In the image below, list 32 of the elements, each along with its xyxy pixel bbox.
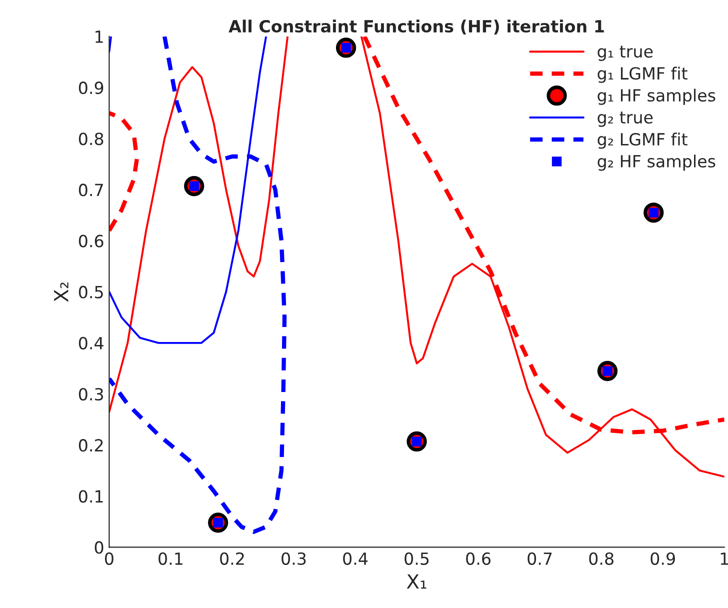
y-tick-label: 1 bbox=[96, 30, 103, 43]
y-tick-label: 0.4 bbox=[78, 336, 104, 350]
y-tick-label: 0 bbox=[94, 541, 104, 554]
x-axis-title: X₁ bbox=[406, 574, 426, 589]
x-tick-label: 0.1 bbox=[158, 552, 182, 565]
chart-title: All Constraint Functions (HF) iteration 1 bbox=[228, 20, 604, 35]
y-tick-label: 0.9 bbox=[78, 82, 104, 94]
x-tick-label: 0.7 bbox=[528, 552, 552, 565]
x-tick-label: 0.3 bbox=[282, 552, 306, 565]
legend-label: g₂ HF samples bbox=[598, 154, 716, 171]
x-tick-label: 0.4 bbox=[343, 552, 368, 565]
legend-label: g₁ true bbox=[598, 46, 653, 61]
x-tick-label: 0.9 bbox=[650, 552, 675, 565]
y-tick-label: 0.1 bbox=[78, 490, 103, 503]
legend-label: g₁ LGMF fit bbox=[598, 66, 688, 83]
y-tick-label: 0.6 bbox=[78, 234, 104, 248]
x-tick-label: 1 bbox=[720, 552, 728, 565]
legend-label: g₁ HF samples bbox=[598, 88, 716, 105]
y-tick-label: 0.5 bbox=[78, 286, 103, 298]
y-tick-label: 0.8 bbox=[78, 132, 104, 146]
legend-label: g₂ LGMF fit bbox=[598, 132, 688, 149]
x-tick-label: 0 bbox=[104, 552, 114, 565]
x-tick-label: 0.2 bbox=[220, 552, 244, 565]
legend-label: g₂ true bbox=[598, 112, 653, 127]
x-tick-label: 0.6 bbox=[466, 552, 490, 565]
x-tick-label: 0.5 bbox=[404, 552, 429, 565]
y-axis-title: X₂ bbox=[54, 282, 68, 302]
y-tick-label: 0.7 bbox=[78, 184, 103, 196]
y-tick-label: 0.3 bbox=[78, 388, 104, 401]
y-tick-label: 0.2 bbox=[78, 439, 103, 452]
x-tick-label: 0.8 bbox=[589, 552, 614, 565]
line-series bbox=[109, 36, 287, 534]
